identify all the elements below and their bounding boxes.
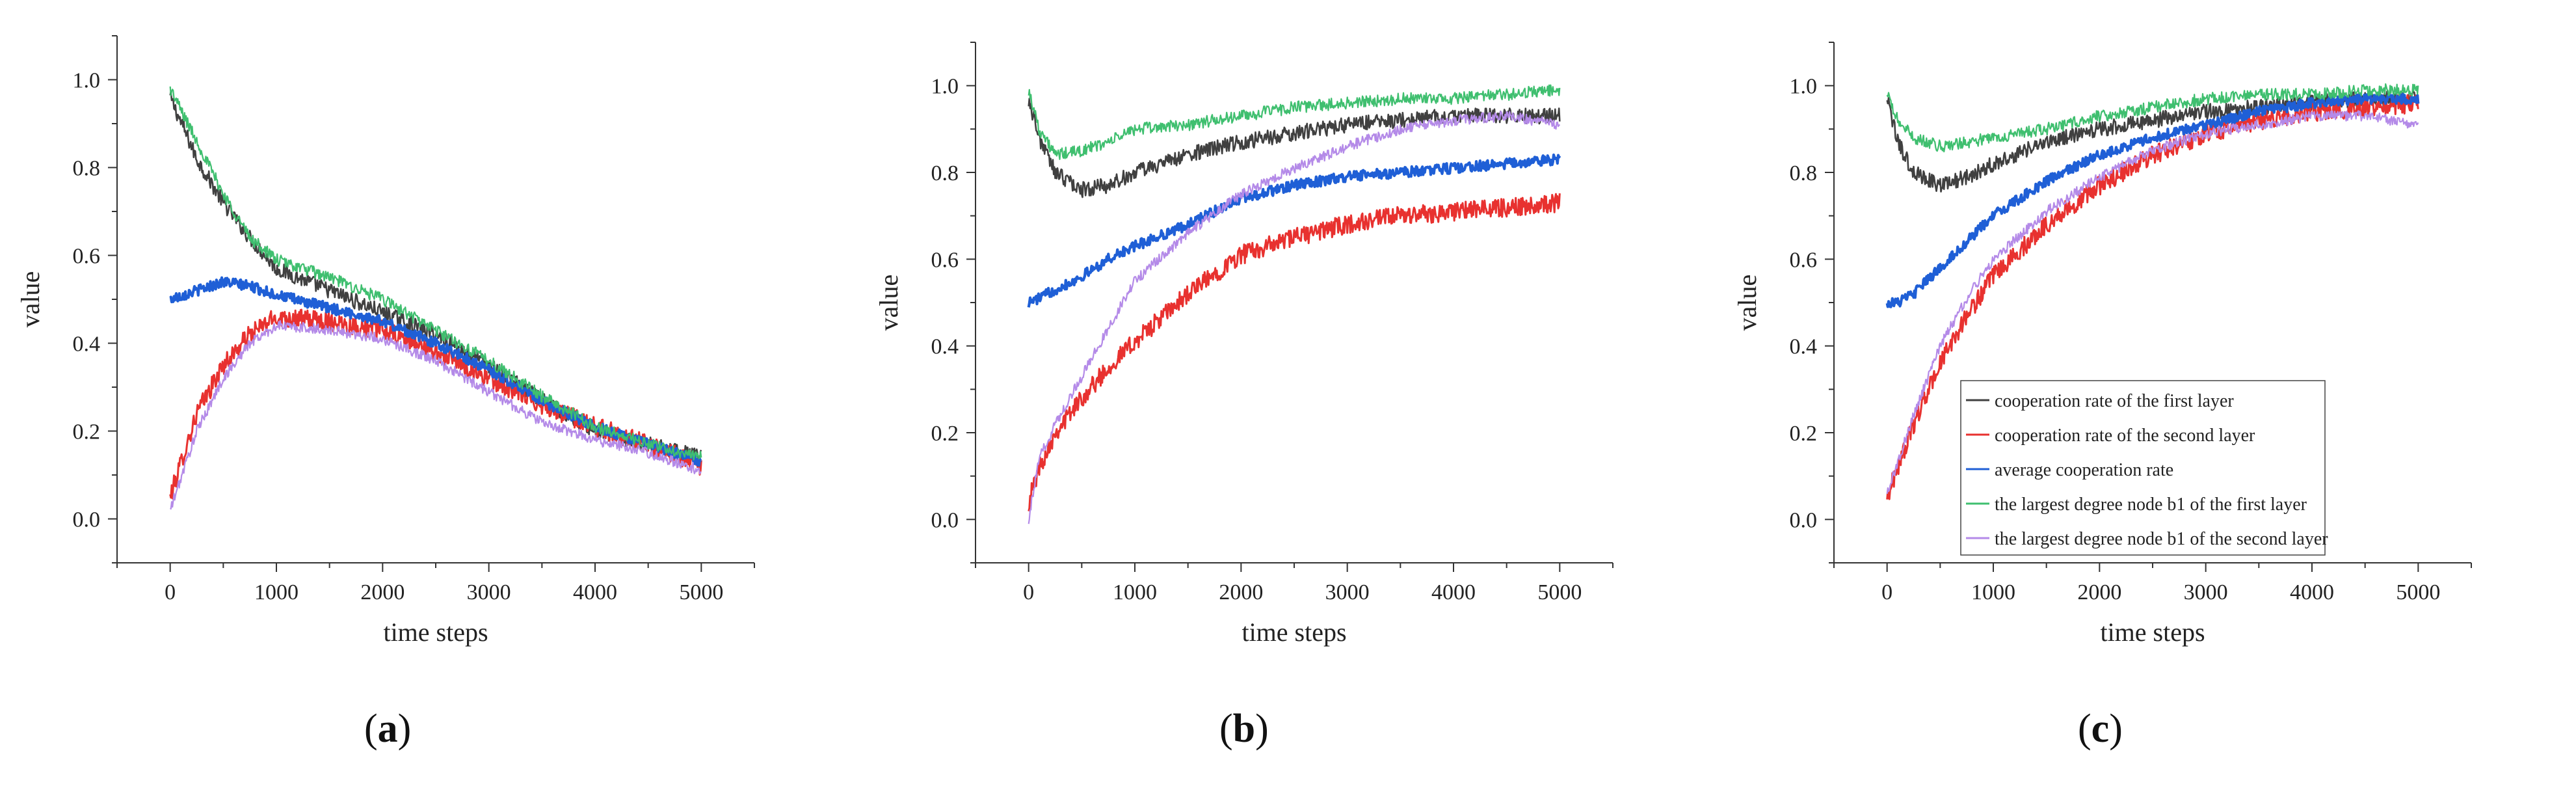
x-tick-label: 2000 [2077,580,2121,604]
x-tick-label: 4000 [573,580,617,604]
y-tick-label: 0.8 [1790,161,1818,185]
x-tick-label: 0 [165,580,176,604]
x-tick-label: 0 [1881,580,1892,604]
y-tick-label: 0.2 [73,420,101,444]
x-axis-label: time steps [383,617,488,647]
chart-b: 0 1000 2000 3000 4000 5000 0.0 0.2 0.4 0.6 0.8 1.0 t… [874,42,1613,647]
y-tick-label: 0.2 [931,422,959,446]
x-axis-label: time steps [2100,617,2205,647]
y-tick-label: 0.8 [73,157,101,181]
series-line [169,90,702,462]
y-axis-label: value [1733,275,1762,331]
legend-entry: cooperation rate of the second layer [1995,426,2255,446]
series-line [170,320,702,510]
y-tick-label: 0.6 [73,245,101,269]
series-line [1885,92,2420,308]
y-tick-label: 0.4 [1790,335,1818,359]
panel-b: 0 1000 2000 3000 4000 5000 0.0 0.2 0.4 0.6 0.8 1.0 t… [858,0,1717,786]
panel-label-a: (a) [364,707,412,751]
x-tick-label: 3000 [2184,580,2228,604]
y-tick-label: 0.4 [73,332,101,357]
legend-entry: the largest degree node b1 of the first … [1995,495,2307,515]
x-tick-label: 0 [1023,580,1034,604]
series-line [169,86,702,461]
y-tick-label: 0.6 [931,248,959,272]
x-tick-label: 1000 [254,580,299,604]
y-tick-label: 0.0 [1790,508,1818,532]
panel-c: 0 1000 2000 3000 4000 5000 0.0 0.2 0.4 0.6 0.8 1.0 t… [1717,0,2576,786]
panel-label-b: (b) [1219,707,1269,751]
x-tick-label: 5000 [679,580,723,604]
chart-a: 0 1000 2000 3000 4000 5000 0.0 0.2 0.4 0.6 0.8 1.0 t… [16,35,755,647]
x-tick-label: 2000 [360,580,405,604]
y-tick-label: 0.0 [931,508,959,532]
legend-entry: cooperation rate of the first layer [1995,391,2234,411]
y-axis-label: value [16,271,45,328]
y-tick-label: 0.8 [931,161,959,185]
y-tick-label: 0.0 [73,508,101,532]
x-tick-label: 3000 [467,580,511,604]
series-line [1027,153,1561,308]
x-tick-label: 1000 [1971,580,2015,604]
x-axis-label: time steps [1242,617,1346,647]
x-tick-label: 3000 [1325,580,1370,604]
x-tick-label: 4000 [2290,580,2334,604]
y-tick-label: 1.0 [1790,75,1818,99]
legend-box [1960,380,2326,556]
y-tick-label: 1.0 [73,69,101,93]
series-line [1886,83,2419,153]
series-line [1028,193,1561,511]
y-tick-label: 0.6 [1790,248,1818,272]
x-tick-label: 5000 [1537,580,1582,604]
legend-entry: the largest degree node b1 of the second… [1995,529,2328,549]
y-axis-label: value [874,275,903,331]
series-line [1886,110,2419,495]
y-tick-label: 0.4 [931,335,959,359]
y-tick-label: 0.2 [1790,422,1818,446]
panel-a: 0 1000 2000 3000 4000 5000 0.0 0.2 0.4 0.6 0.8 1.0 t… [0,0,858,786]
x-tick-label: 5000 [2396,580,2440,604]
x-tick-label: 1000 [1113,580,1157,604]
panel-label-c: (c) [2078,707,2123,751]
legend-entry: average cooperation rate [1995,460,2173,480]
x-tick-label: 4000 [1431,580,1476,604]
series-line [1028,84,1561,160]
series-line [1886,94,2419,500]
chart-c: 0 1000 2000 3000 4000 5000 0.0 0.2 0.4 0.6 0.8 1.0 t… [1733,42,2472,647]
series-line [1028,111,1561,524]
y-tick-label: 1.0 [931,75,959,99]
x-tick-label: 2000 [1219,580,1263,604]
